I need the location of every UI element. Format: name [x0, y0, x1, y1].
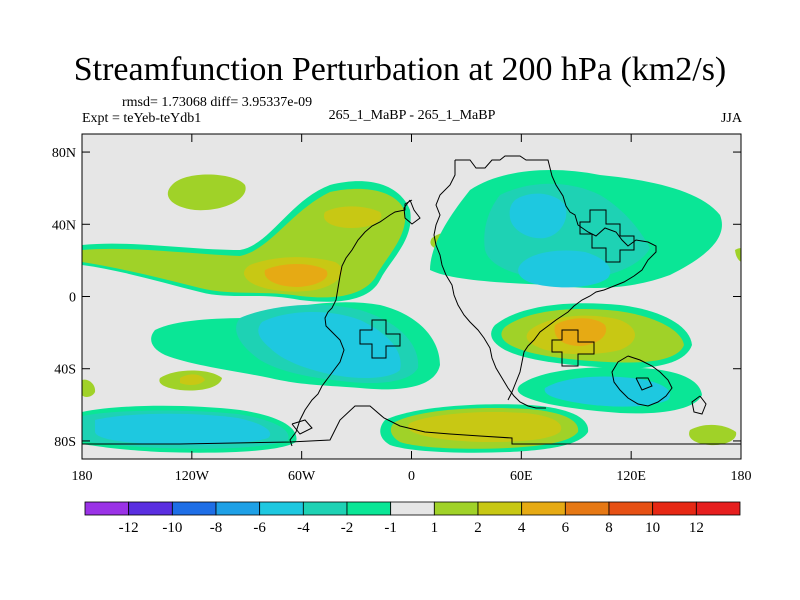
contour-positive-2-east-edge: [735, 248, 741, 262]
colorbar-label: 4: [518, 520, 526, 536]
colorbar-label: -12: [119, 520, 139, 536]
colorbar-label: -2: [341, 520, 354, 536]
contour-positive-4-spacific: [180, 374, 205, 385]
coastlines: [82, 155, 741, 447]
colorbar-label: -4: [297, 520, 310, 536]
colorbar-swatch: [171, 501, 217, 516]
coastline-europe-africa: [455, 155, 657, 401]
experiment-label: Expt = teYeb-teYdb1: [82, 111, 202, 126]
colorbar-swatch: [302, 501, 348, 516]
colorbar-label: 6: [562, 520, 570, 536]
contour-positive-6-core: [264, 264, 328, 287]
rmsd-diff-stats: rmsd= 1.73068 diff= 3.95337e-09: [122, 95, 313, 110]
colorbar-label: -10: [162, 520, 182, 536]
contour-negative-4-asia-north: [509, 193, 567, 239]
colorbar-label: 10: [645, 520, 660, 536]
colorbar-swatch: [652, 501, 697, 516]
colorbar: -12 -10 -8 -6 -4 -2 -1 1 2 4 6 8 10 12: [84, 501, 741, 536]
colorbar-swatch: [84, 501, 130, 516]
colorbar-swatch: [128, 501, 173, 516]
colorbar-label: 8: [605, 520, 613, 536]
colorbar-swatch: [608, 501, 654, 516]
colorbar-swatch: [695, 501, 741, 516]
x-tick-label: 60W: [288, 469, 316, 484]
coastline-antarctica: [82, 405, 741, 445]
colorbar-swatch: [390, 501, 435, 516]
colorbar-swatch: [433, 501, 479, 516]
coastline-east-asia-box: [579, 209, 635, 263]
x-tick-label: 120W: [175, 469, 210, 484]
colorbar-label: -8: [210, 520, 223, 536]
y-tick-label: 80N: [52, 146, 76, 161]
x-tick-label: 0: [408, 469, 415, 484]
x-tick-label: 120E: [616, 469, 646, 484]
contour-fields: [82, 170, 741, 453]
y-tick-label: 0: [69, 291, 76, 306]
colorbar-swatch: [477, 501, 523, 516]
colorbar-swatch: [564, 501, 610, 516]
contour-positive-2-east-south: [689, 424, 737, 446]
coastline-australia: [611, 355, 673, 407]
colorbar-label: -6: [253, 520, 266, 536]
coastline-antarctic-islands: [291, 377, 653, 435]
contour-positive-6-indian: [554, 318, 607, 346]
y-tick-label: 40S: [54, 363, 76, 378]
contour-positive-2-west-south: [82, 379, 96, 397]
contour-positive-4-north: [323, 206, 382, 228]
contour-negative-4-ssouth: [95, 413, 271, 445]
coastline-indonesia-box: [551, 329, 595, 367]
colorbar-label: 2: [474, 520, 482, 536]
coastline-japan: [691, 395, 707, 415]
coastline-south-america-box: [359, 319, 401, 359]
x-tick-label: 180: [731, 469, 752, 484]
coastline-greenland: [403, 199, 421, 225]
contour-negative-4-asia: [518, 250, 611, 288]
colorbar-label: 1: [431, 520, 439, 536]
colorbar-swatch: [346, 501, 392, 516]
coastline-africa-west: [433, 160, 546, 409]
run-comparison-label: 265_1_MaBP - 265_1_MaBP: [328, 108, 496, 123]
y-tick-label: 40N: [52, 218, 76, 233]
y-tick-label: 80S: [54, 435, 76, 450]
colorbar-label: 12: [689, 520, 704, 536]
colorbar-swatch: [215, 501, 261, 516]
colorbar-swatch: [521, 501, 566, 516]
season-label: JJA: [720, 111, 742, 126]
y-axis: 80N 40N 0 40S 80S: [52, 146, 741, 450]
x-tick-label: 180: [72, 469, 93, 484]
contour-positive-4-ssouth: [407, 412, 562, 442]
x-axis: 180 120W 60W 0 60E 120E 180: [72, 134, 752, 484]
contour-negative-4-sam: [258, 311, 401, 378]
contour-positive-2-npacific: [167, 174, 246, 211]
coastline-americas: [289, 199, 413, 447]
chart-title: Streamfunction Perturbation at 200 hPa (…: [73, 51, 727, 88]
x-tick-label: 60E: [510, 469, 533, 484]
colorbar-label: -1: [384, 520, 397, 536]
colorbar-swatch: [259, 501, 304, 516]
